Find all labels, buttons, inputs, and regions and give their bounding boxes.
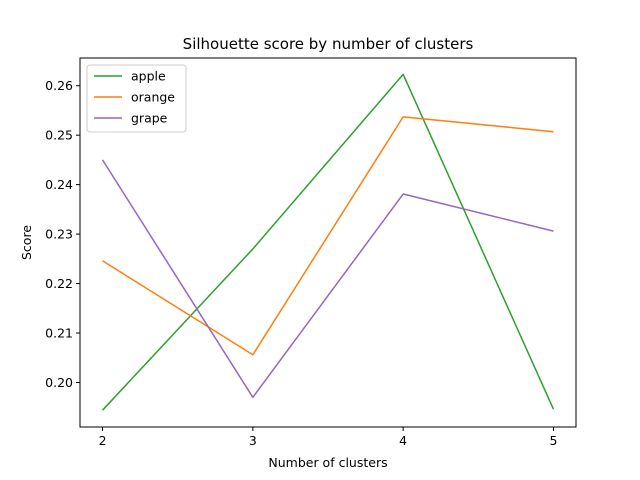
legend-label-grape: grape: [131, 111, 168, 126]
chart-title: Silhouette score by number of clusters: [183, 35, 474, 53]
y-tick-label: 0.24: [45, 177, 73, 192]
series-line-orange: [102, 116, 554, 356]
legend-label-orange: orange: [131, 90, 175, 105]
y-tick-label: 0.26: [45, 78, 73, 93]
y-axis-label: Score: [19, 225, 34, 260]
y-tick-label: 0.20: [45, 375, 73, 390]
x-tick-label: 5: [549, 433, 557, 448]
series-line-apple: [102, 73, 555, 411]
y-tick-label: 0.25: [45, 128, 73, 143]
x-tick-label: 2: [99, 433, 107, 448]
y-axis: 0.20 0.21 0.22 0.23 0.24 0.25 0.26: [45, 78, 80, 390]
plot-frame: [79, 57, 577, 428]
legend-box: [86, 64, 187, 133]
legend-label-apple: apple: [131, 69, 166, 84]
legend: apple orange grape: [86, 64, 187, 133]
x-tick-label: 4: [399, 433, 407, 448]
plot-lines: [101, 73, 555, 411]
x-tick-label: 3: [249, 433, 257, 448]
x-axis: 2 3 4 5: [99, 427, 557, 448]
series-line-grape: [101, 159, 554, 399]
y-tick-label: 0.21: [45, 326, 73, 341]
y-tick-label: 0.22: [45, 276, 73, 291]
x-axis-label: Number of clusters: [268, 455, 387, 470]
y-tick-label: 0.23: [45, 227, 73, 242]
